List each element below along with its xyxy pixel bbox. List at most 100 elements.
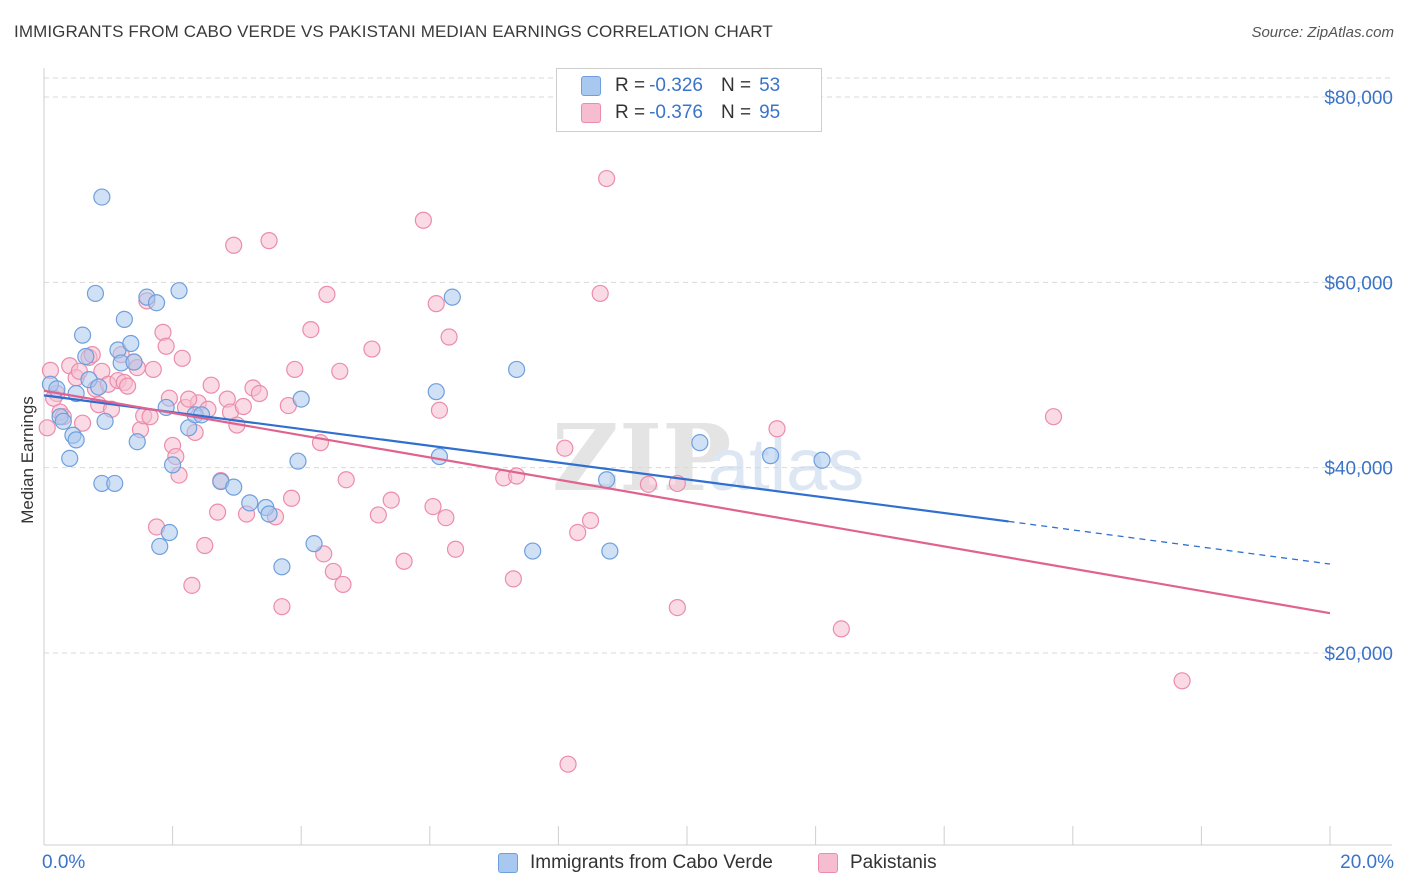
data-point-cabo-verde bbox=[54, 412, 72, 430]
data-point-cabo-verde bbox=[77, 347, 95, 366]
data-point-cabo-verde bbox=[508, 360, 526, 379]
legend-r-value: -0.326 bbox=[649, 75, 703, 96]
data-point-pakistanis bbox=[286, 360, 304, 379]
data-point-pakistanis bbox=[395, 552, 413, 570]
legend-n-label: N = bbox=[720, 75, 752, 96]
data-point-pakistanis bbox=[446, 540, 465, 558]
data-point-cabo-verde bbox=[170, 282, 188, 300]
data-point-cabo-verde bbox=[93, 188, 111, 206]
legend-r-label: R = bbox=[615, 102, 646, 123]
data-point-cabo-verde bbox=[90, 378, 108, 396]
data-point-pakistanis bbox=[382, 491, 400, 509]
series-legend-cabo-verde: Immigrants from Cabo Verde bbox=[498, 852, 773, 874]
data-point-pakistanis bbox=[414, 211, 432, 229]
data-point-pakistanis bbox=[302, 320, 320, 339]
data-point-cabo-verde bbox=[86, 284, 105, 303]
trend-line-extension-cabo-verde bbox=[1008, 520, 1331, 565]
trend-line-cabo-verde bbox=[43, 394, 1009, 523]
legend-row-pakistanis: R = -0.376 N = 95 bbox=[581, 100, 780, 126]
chart-title: IMMIGRANTS FROM CABO VERDE VS PAKISTANI … bbox=[14, 22, 773, 41]
data-point-cabo-verde bbox=[289, 452, 307, 470]
data-point-cabo-verde bbox=[524, 542, 542, 560]
data-point-pakistanis bbox=[260, 232, 278, 250]
data-point-pakistanis bbox=[639, 475, 658, 493]
data-point-pakistanis bbox=[250, 384, 269, 403]
data-point-pakistanis bbox=[144, 360, 162, 379]
data-point-pakistanis bbox=[234, 397, 252, 416]
legend-swatch-pakistanis bbox=[581, 103, 601, 123]
data-point-pakistanis bbox=[768, 420, 786, 438]
data-point-pakistanis bbox=[559, 755, 577, 773]
data-point-pakistanis bbox=[334, 575, 352, 594]
data-point-cabo-verde bbox=[813, 451, 831, 469]
y-tick-label: $40,000 bbox=[1324, 459, 1393, 480]
series-legend: Immigrants from Cabo Verde Pakistanis bbox=[0, 852, 1406, 878]
legend-n-label: N = bbox=[720, 102, 752, 123]
data-point-pakistanis bbox=[1173, 672, 1191, 690]
series-legend-label: Pakistanis bbox=[850, 852, 937, 873]
data-point-cabo-verde bbox=[128, 433, 146, 451]
legend-n-value: 95 bbox=[759, 102, 781, 123]
data-point-pakistanis bbox=[324, 562, 342, 581]
data-point-cabo-verde bbox=[598, 471, 616, 489]
data-point-cabo-verde bbox=[225, 478, 243, 496]
data-point-pakistanis bbox=[668, 598, 686, 617]
data-point-pakistanis bbox=[180, 390, 198, 408]
data-point-pakistanis bbox=[337, 471, 355, 489]
data-point-cabo-verde bbox=[427, 383, 445, 401]
x-tick-label-max: 20.0% bbox=[1340, 852, 1394, 873]
data-point-pakistanis bbox=[202, 376, 220, 394]
data-point-cabo-verde bbox=[761, 447, 780, 465]
series-legend-label: Immigrants from Cabo Verde bbox=[530, 852, 773, 873]
data-point-pakistanis bbox=[38, 419, 56, 437]
data-point-pakistanis bbox=[73, 414, 92, 432]
data-point-pakistanis bbox=[225, 236, 243, 254]
watermark-atlas: atlas bbox=[708, 423, 864, 506]
data-point-pakistanis bbox=[504, 570, 522, 588]
data-point-cabo-verde bbox=[273, 558, 291, 576]
data-point-cabo-verde bbox=[147, 294, 166, 312]
data-point-cabo-verde bbox=[67, 431, 85, 449]
y-tick-label: $60,000 bbox=[1324, 273, 1393, 294]
legend-r-label: R = bbox=[615, 75, 646, 96]
y-axis-label: Median Earnings bbox=[18, 396, 37, 524]
data-point-cabo-verde bbox=[443, 288, 461, 306]
data-point-cabo-verde bbox=[691, 434, 709, 452]
legend-n-value: 53 bbox=[759, 75, 781, 96]
data-point-pakistanis bbox=[427, 295, 445, 313]
data-point-cabo-verde bbox=[96, 412, 114, 430]
data-point-pakistanis bbox=[318, 285, 336, 303]
trend-line-pakistanis bbox=[43, 389, 1331, 615]
data-point-pakistanis bbox=[369, 506, 387, 524]
data-point-cabo-verde bbox=[73, 326, 92, 344]
watermark-zip: ZIP bbox=[552, 404, 731, 512]
data-point-pakistanis bbox=[183, 576, 201, 594]
data-point-pakistanis bbox=[598, 169, 616, 188]
data-point-pakistanis bbox=[591, 284, 609, 303]
source-note: Source: ZipAtlas.com bbox=[1251, 24, 1394, 41]
data-point-cabo-verde bbox=[115, 310, 133, 328]
data-point-pakistanis bbox=[569, 523, 587, 542]
data-point-pakistanis bbox=[282, 489, 301, 507]
data-point-cabo-verde bbox=[292, 390, 310, 408]
data-point-cabo-verde bbox=[125, 353, 143, 371]
legend-row-cabo-verde: R = -0.326 N = 53 bbox=[581, 73, 780, 99]
data-point-pakistanis bbox=[430, 401, 449, 419]
data-point-cabo-verde bbox=[260, 505, 278, 523]
data-point-pakistanis bbox=[273, 598, 291, 616]
series-swatch-cabo-verde bbox=[498, 853, 518, 873]
data-point-cabo-verde bbox=[601, 542, 619, 560]
data-point-cabo-verde bbox=[164, 456, 182, 474]
data-point-pakistanis bbox=[154, 323, 172, 341]
legend-swatch-cabo-verde bbox=[581, 76, 601, 96]
data-point-cabo-verde bbox=[241, 494, 259, 512]
data-point-pakistanis bbox=[437, 509, 455, 527]
data-point-pakistanis bbox=[157, 337, 175, 355]
series-swatch-pakistanis bbox=[818, 853, 838, 873]
data-point-pakistanis bbox=[440, 328, 458, 346]
data-point-pakistanis bbox=[331, 362, 349, 380]
data-point-pakistanis bbox=[363, 340, 381, 358]
data-point-cabo-verde bbox=[160, 523, 178, 542]
data-point-pakistanis bbox=[209, 503, 227, 521]
